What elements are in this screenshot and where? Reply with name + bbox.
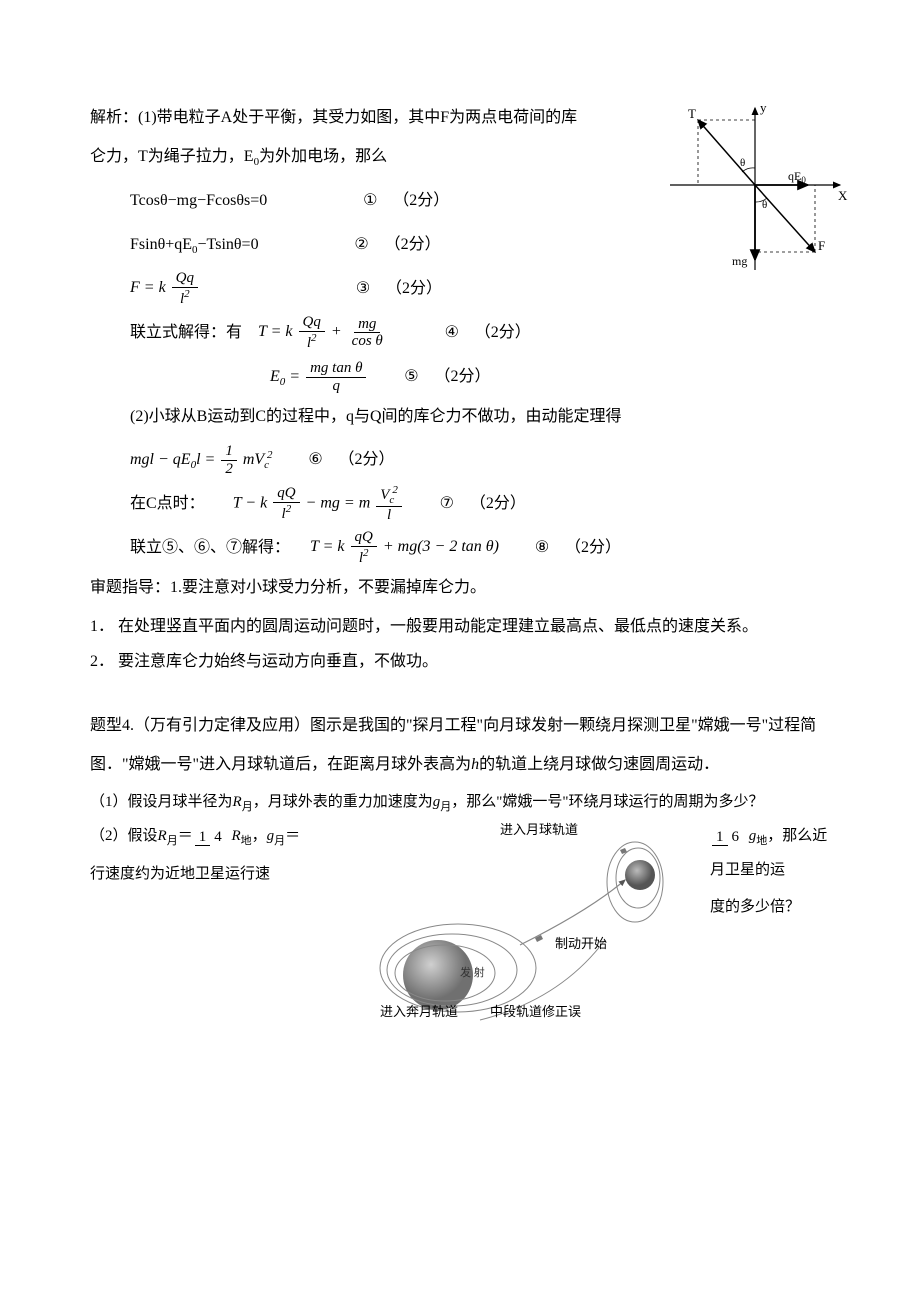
- orbit-diagram: 发 射 进入月球轨道 制动开始 进入奔月轨道 中段轨道修正误: [360, 820, 700, 1020]
- svg-text:F: F: [818, 238, 825, 253]
- eq-text: mgl − qE0l = 12 mVc2: [130, 442, 273, 477]
- eq-prefix: 联立式解得：有: [130, 315, 242, 350]
- eq-prefix: 联立⑤、⑥、⑦解得：: [130, 530, 290, 565]
- part2-intro: (2)小球从B运动到C的过程中，q与Q间的库仑力不做功，由动能定理得: [90, 399, 830, 434]
- q4-title: 题型4.（万有引力定律及应用）图示是我国的"探月工程"向月球发射一颗绕月探测卫星…: [90, 707, 830, 784]
- eq-score: （2分）: [470, 486, 526, 521]
- equation-4: 联立式解得：有 T = k Qql2 + mgcos θ ④ （2分）: [90, 311, 830, 355]
- eq-score: （2分）: [386, 271, 442, 306]
- text: 度的多少倍？: [710, 891, 830, 924]
- eq-marker: ④: [437, 315, 467, 350]
- list-text: 在处理竖直平面内的圆周运动问题时，一般要用动能定理建立最高点、最低点的速度关系。: [118, 609, 830, 644]
- label-brake: 制动开始: [555, 930, 607, 959]
- svg-text:qE0: qE0: [788, 169, 806, 185]
- list-text: 要注意库仑力始终与运动方向垂直，不做功。: [118, 644, 830, 679]
- eq-prefix: 在C点时：: [130, 486, 205, 521]
- eq-score: （2分）: [475, 315, 531, 350]
- text: 为外加电场，那么: [259, 148, 387, 165]
- eq-marker: ①: [355, 183, 385, 218]
- eq-text: T = k Qql2 + mgcos θ: [258, 314, 389, 351]
- eq-marker: ⑧: [527, 530, 557, 565]
- equation-8: 联立⑤、⑥、⑦解得： T = k qQl2 + mg(3 − 2 tan θ) …: [90, 526, 830, 570]
- eq-score: （2分）: [339, 442, 395, 477]
- equation-5: E0 = mg tan θq ⑤ （2分）: [90, 355, 830, 399]
- eq-text: F = k Qql2: [130, 270, 200, 307]
- q4-sub1: （1）假设月球半径为R月，月球外表的重力加速度为g月，那么"嫦娥一号"环绕月球运…: [90, 784, 830, 820]
- eq-text: Fsinθ+qE0−Tsinθ=0: [130, 227, 259, 262]
- q4-sub2-row: （2）假设R月＝14 R地，g月＝ ，那么近月卫星的运行速度约为近地卫星运行速行…: [90, 820, 830, 1020]
- eq-marker: ⑥: [301, 442, 331, 477]
- label-enter-trans: 进入奔月轨道: [380, 998, 458, 1027]
- force-diagram: T y qE0 X F mg θ θ: [660, 100, 850, 280]
- eq-score: （2分）: [434, 359, 490, 394]
- text: 仑力，T为绳子拉力，E: [90, 148, 254, 165]
- guide-item-1: 1． 在处理竖直平面内的圆周运动问题时，一般要用动能定理建立最高点、最低点的速度…: [90, 609, 830, 644]
- label-mid-correct: 中段轨道修正误: [490, 998, 581, 1027]
- svg-text:mg: mg: [732, 254, 747, 268]
- svg-text:X: X: [838, 188, 848, 203]
- guide-item-2: 2． 要注意库仑力始终与运动方向垂直，不做功。: [90, 644, 830, 679]
- question-4: 题型4.（万有引力定律及应用）图示是我国的"探月工程"向月球发射一颗绕月探测卫星…: [90, 707, 830, 1020]
- svg-text:y: y: [760, 100, 767, 115]
- eq-marker: ⑤: [396, 359, 426, 394]
- label-enter-moon: 进入月球轨道: [500, 816, 578, 845]
- svg-text:θ: θ: [762, 199, 767, 211]
- svg-text:发 射: 发 射: [460, 965, 485, 979]
- eq-marker: ⑦: [432, 486, 462, 521]
- eq-marker: ②: [347, 227, 377, 262]
- eq-score: （2分）: [385, 227, 441, 262]
- eq-text: Tcosθ−mg−Fcosθs=0: [130, 183, 267, 218]
- list-num: 1．: [90, 609, 118, 644]
- eq-score: （2分）: [393, 183, 449, 218]
- list-num: 2．: [90, 644, 118, 679]
- eq-text: T = k qQl2 + mg(3 − 2 tan θ): [310, 529, 499, 566]
- eq-marker: ③: [348, 271, 378, 306]
- equation-7: 在C点时： T − k qQl2 − mg = m Vc2l ⑦ （2分）: [90, 482, 830, 526]
- equation-6: mgl − qE0l = 12 mVc2 ⑥ （2分）: [90, 438, 830, 482]
- eq-text: T − k qQl2 − mg = m Vc2l: [233, 484, 404, 524]
- guide-title: 审题指导：1.要注意对小球受力分析，不要漏掉库仑力。: [90, 570, 830, 605]
- eq-text: E0 = mg tan θq: [270, 359, 368, 394]
- eq-score: （2分）: [565, 530, 621, 565]
- svg-text:T: T: [688, 106, 696, 121]
- svg-text:θ: θ: [740, 157, 745, 169]
